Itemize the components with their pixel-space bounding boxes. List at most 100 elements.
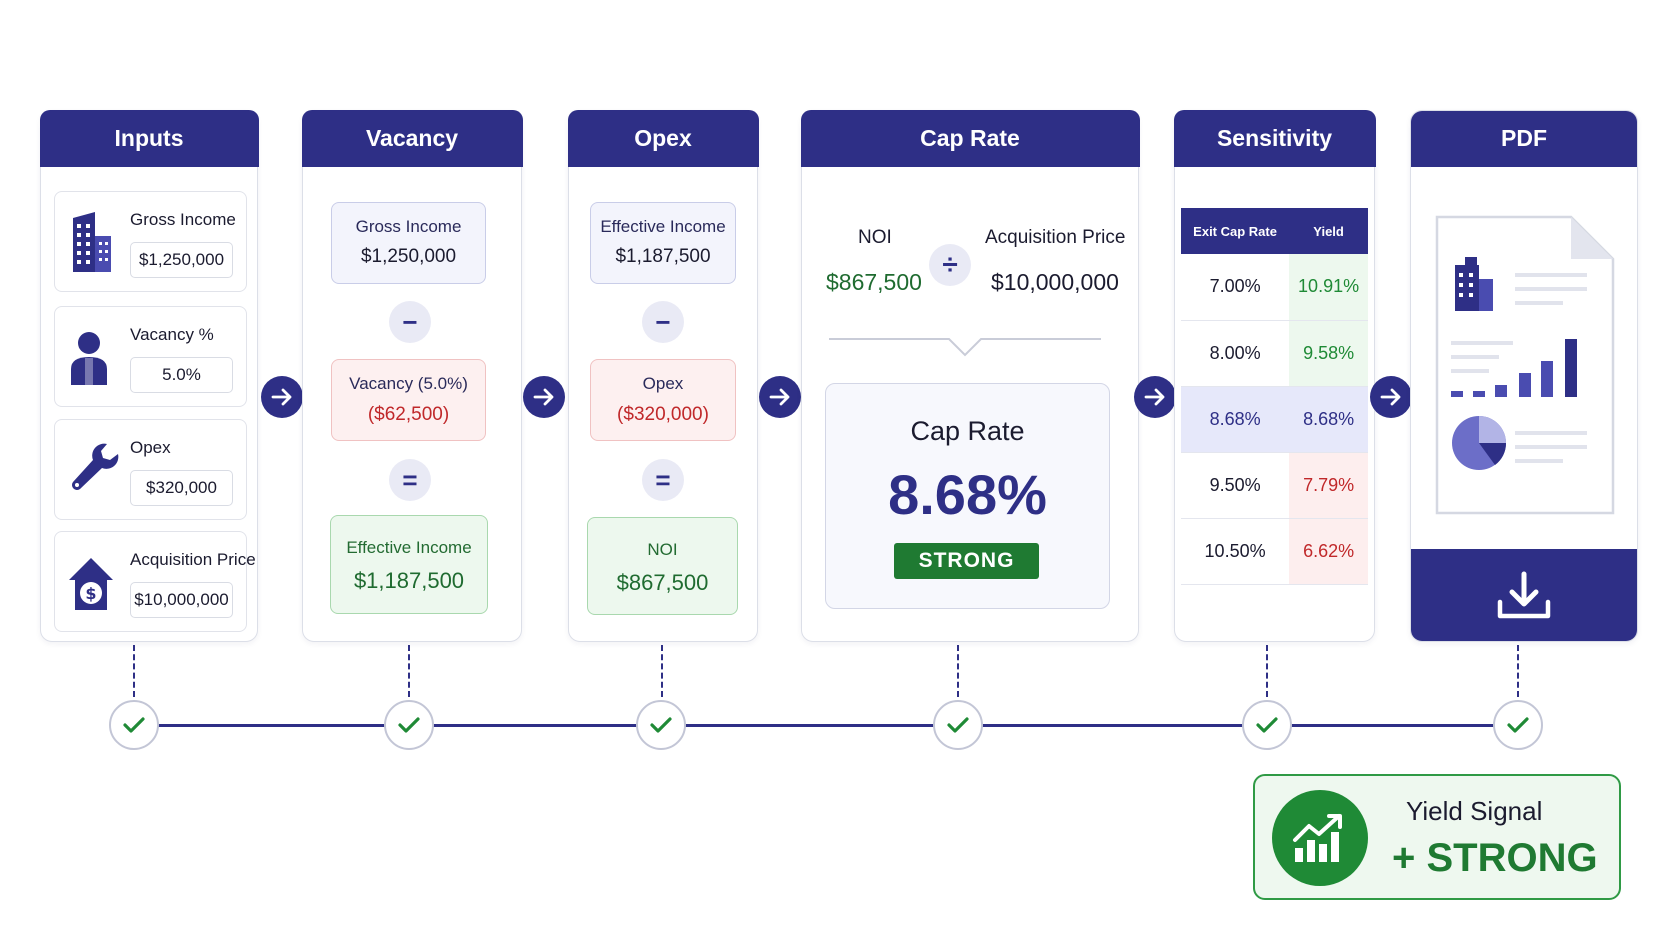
cap-rate-result-value: 8.68% <box>888 463 1047 526</box>
acquisition-price-value: $10,000,000 <box>991 269 1119 295</box>
timeline-connector <box>661 645 663 697</box>
opex-column: Opex Effective Income $1,187,500 − Opex … <box>567 109 759 642</box>
sensitivity-row: 9.50% 7.79% <box>1181 452 1368 519</box>
effective-income-box: Effective Income $1,187,500 <box>590 202 736 284</box>
cap-rate-header: Cap Rate <box>800 109 1140 167</box>
pdf-document-icon <box>1435 215 1615 515</box>
wrench-icon <box>72 443 119 490</box>
yield-cell: 8.68% <box>1289 386 1368 453</box>
input-label: Gross Income <box>130 210 236 229</box>
check-icon <box>1242 700 1292 750</box>
arrow-right-icon <box>261 376 303 418</box>
box-value: $1,187,500 <box>353 568 465 593</box>
check-icon <box>109 700 159 750</box>
arrow-right-icon <box>1134 376 1176 418</box>
timeline-connector <box>1266 645 1268 697</box>
input-vacancy: Vacancy % 5.0% <box>54 306 247 407</box>
check-icon <box>384 700 434 750</box>
yield-cell: 9.58% <box>1289 320 1368 387</box>
pdf-column: PDF <box>1410 110 1638 642</box>
cap-rate-result-label: Cap Rate <box>910 416 1025 446</box>
box-label: Opex <box>642 374 684 393</box>
noi-label: NOI <box>858 227 892 248</box>
box-label: Vacancy (5.0%) <box>349 374 468 393</box>
svg-text:$: $ <box>85 584 96 603</box>
pdf-header: PDF <box>1411 111 1637 167</box>
vacancy-header: Vacancy <box>301 109 523 167</box>
exit-cap-cell: 8.00% <box>1181 320 1290 387</box>
timeline-connector <box>133 645 135 697</box>
opex-field[interactable]: $320,000 <box>130 470 233 506</box>
input-label: Vacancy % <box>130 325 214 344</box>
sensitivity-row: 8.68% 8.68% <box>1181 386 1368 453</box>
input-label: Opex <box>130 438 171 457</box>
box-label: Gross Income <box>355 217 462 236</box>
exit-cap-cell: 10.50% <box>1181 518 1290 585</box>
yield-cell: 7.79% <box>1289 452 1368 519</box>
building-icon <box>73 212 111 272</box>
yield-cell: 6.62% <box>1289 518 1368 585</box>
cap-rate-column: Cap Rate NOI $867,500 ÷ Acquisition Pric… <box>800 109 1140 642</box>
noi-value: $867,500 <box>826 269 922 295</box>
pdf-download-bar[interactable] <box>1411 549 1637 641</box>
acquisition-price-field[interactable]: $10,000,000 <box>130 582 233 618</box>
arrow-right-icon <box>523 376 565 418</box>
timeline-connector <box>408 645 410 697</box>
divide-icon: ÷ <box>929 244 971 286</box>
noi-box: NOI $867,500 <box>587 517 738 615</box>
input-opex: Opex $320,000 <box>54 419 247 520</box>
sensitivity-row: 7.00% 10.91% <box>1181 254 1368 321</box>
input-acquisition-price: $ Acquisition Price $10,000,000 <box>54 531 256 632</box>
sensitivity-table: Exit Cap Rate Yield 7.00% 10.91% 8.00% 9.58… <box>1181 208 1368 585</box>
person-icon <box>71 332 107 385</box>
col-header-exit-cap: Exit Cap Rate <box>1181 208 1290 254</box>
inputs-header: Inputs <box>39 109 259 167</box>
yield-signal-card: Yield Signal + STRONG <box>1253 774 1621 900</box>
box-value: ($320,000) <box>617 404 709 425</box>
input-label: Acquisition Price <box>130 550 256 569</box>
box-value: ($62,500) <box>367 404 450 425</box>
sensitivity-row: 8.00% 9.58% <box>1181 320 1368 387</box>
box-value: $1,250,000 <box>360 246 457 267</box>
opex-box: Opex ($320,000) <box>590 359 736 441</box>
yield-signal-value: + STRONG <box>1392 836 1598 880</box>
download-icon[interactable] <box>1494 570 1554 622</box>
divider-chevron <box>829 338 1101 357</box>
arrow-right-icon <box>759 376 801 418</box>
col-header-yield: Yield <box>1289 208 1368 254</box>
arrow-right-icon <box>1370 376 1412 418</box>
minus-icon: − <box>389 301 431 343</box>
equals-icon: = <box>642 459 684 501</box>
minus-icon: − <box>642 301 684 343</box>
exit-cap-cell: 7.00% <box>1181 254 1290 321</box>
box-label: Effective Income <box>346 538 472 557</box>
input-gross-income: Gross Income $1,250,000 <box>54 191 247 292</box>
vacancy-loss-box: Vacancy (5.0%) ($62,500) <box>331 359 486 441</box>
box-label: NOI <box>647 540 678 559</box>
exit-cap-cell: 8.68% <box>1181 386 1290 453</box>
timeline-connector <box>957 645 959 697</box>
box-value: $1,187,500 <box>615 246 711 267</box>
check-icon <box>1493 700 1543 750</box>
gross-income-box: Gross Income $1,250,000 <box>331 202 486 284</box>
box-value: $867,500 <box>616 570 709 595</box>
progress-timeline <box>130 724 1522 727</box>
gross-income-field[interactable]: $1,250,000 <box>130 242 233 278</box>
box-label: Effective Income <box>600 217 726 236</box>
acquisition-price-label: Acquisition Price <box>985 227 1126 248</box>
vacancy-column: Vacancy Gross Income $1,250,000 − Vacanc… <box>301 109 523 642</box>
vacancy-field[interactable]: 5.0% <box>130 357 233 393</box>
timeline-connector <box>1517 645 1519 697</box>
growth-chart-icon <box>1272 790 1368 886</box>
effective-income-box: Effective Income $1,187,500 <box>330 515 488 614</box>
check-icon <box>933 700 983 750</box>
yield-cell: 10.91% <box>1289 254 1368 321</box>
inputs-column: Inputs Gross Income $1,250,000 <box>39 109 259 642</box>
sensitivity-column: Sensitivity Exit Cap Rate Yield 7.00% 10.… <box>1173 109 1376 642</box>
equals-icon: = <box>389 459 431 501</box>
exit-cap-cell: 9.50% <box>1181 452 1290 519</box>
check-icon <box>636 700 686 750</box>
yield-signal-title: Yield Signal <box>1406 796 1543 826</box>
sensitivity-row: 10.50% 6.62% <box>1181 518 1368 585</box>
opex-header: Opex <box>567 109 759 167</box>
